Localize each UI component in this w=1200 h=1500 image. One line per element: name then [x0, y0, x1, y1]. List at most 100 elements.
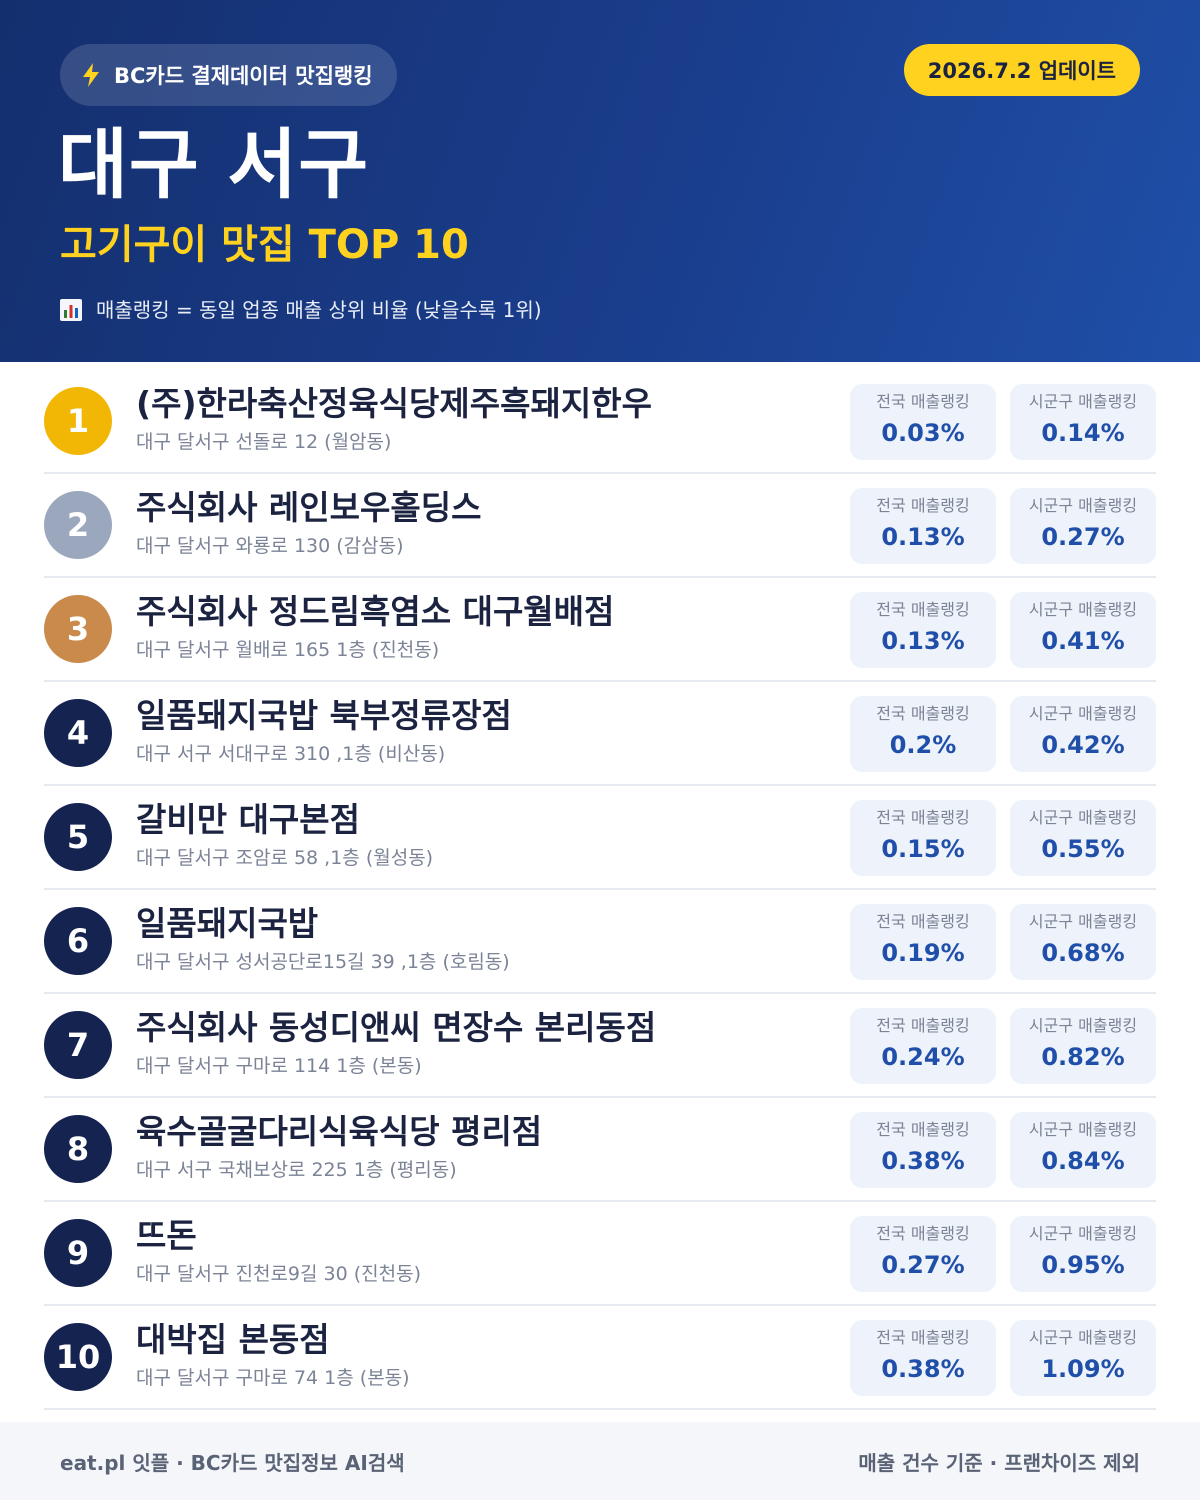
- national-ranking-label: 전국 매출랭킹: [876, 600, 970, 619]
- rank-badge: 10: [44, 1323, 112, 1391]
- restaurant-address: 대구 서구 국채보상로 225 1층 (평리동): [136, 1159, 457, 1181]
- local-ranking-card: 시군구 매출랭킹 0.42%: [1010, 696, 1156, 772]
- rank-badge: 9: [44, 1219, 112, 1287]
- local-ranking-label: 시군구 매출랭킹: [1028, 912, 1138, 931]
- national-ranking-label: 전국 매출랭킹: [876, 496, 970, 515]
- lightning-bolt-icon: [83, 63, 99, 87]
- national-ranking-value: 0.27%: [881, 1251, 965, 1279]
- local-ranking-value: 0.27%: [1041, 523, 1125, 551]
- restaurant-address: 대구 달서구 조암로 58 ,1층 (월성동): [136, 847, 434, 869]
- restaurant-name: 주식회사 정드림흑염소 대구월배점: [136, 592, 615, 631]
- restaurant-address: 대구 달서구 와룡로 130 (감삼동): [136, 535, 404, 557]
- national-ranking-value: 0.24%: [881, 1043, 965, 1071]
- national-ranking-card: 전국 매출랭킹 0.38%: [850, 1320, 996, 1396]
- local-ranking-label: 시군구 매출랭킹: [1028, 1328, 1138, 1347]
- local-ranking-value: 0.42%: [1041, 731, 1125, 759]
- local-ranking-label: 시군구 매출랭킹: [1028, 1016, 1138, 1035]
- local-ranking-card: 시군구 매출랭킹 0.55%: [1010, 800, 1156, 876]
- rank-badge: 1: [44, 387, 112, 455]
- national-ranking-card: 전국 매출랭킹 0.13%: [850, 488, 996, 564]
- national-ranking-value: 0.38%: [881, 1147, 965, 1175]
- restaurant-row[interactable]: 7 주식회사 동성디앤씨 면장수 본리동점 대구 달서구 구마로 114 1층 (본…: [44, 994, 1156, 1098]
- local-ranking-label: 시군구 매출랭킹: [1028, 496, 1138, 515]
- rank-badge: 8: [44, 1115, 112, 1183]
- restaurant-row[interactable]: 2 주식회사 레인보우홀딩스 대구 달서구 와룡로 130 (감삼동) 전국 매출랭킹…: [44, 474, 1156, 578]
- local-ranking-label: 시군구 매출랭킹: [1028, 704, 1138, 723]
- restaurant-row[interactable]: 6 일품돼지국밥 대구 달서구 성서공단로15길 39 ,1층 (호림동) 전국 매출…: [44, 890, 1156, 994]
- rank-badge: 4: [44, 699, 112, 767]
- local-ranking-card: 시군구 매출랭킹 1.09%: [1010, 1320, 1156, 1396]
- national-ranking-card: 전국 매출랭킹 0.13%: [850, 592, 996, 668]
- restaurant-address: 대구 달서구 구마로 74 1층 (본동): [136, 1367, 410, 1389]
- local-ranking-label: 시군구 매출랭킹: [1028, 1224, 1138, 1243]
- national-ranking-label: 전국 매출랭킹: [876, 704, 970, 723]
- national-ranking-card: 전국 매출랭킹 0.27%: [850, 1216, 996, 1292]
- restaurant-name: (주)한라축산정육식당제주흑돼지한우: [136, 384, 652, 423]
- local-ranking-value: 1.09%: [1041, 1355, 1125, 1383]
- local-ranking-value: 0.82%: [1041, 1043, 1125, 1071]
- restaurant-address: 대구 달서구 구마로 114 1층 (본동): [136, 1055, 422, 1077]
- national-ranking-label: 전국 매출랭킹: [876, 1120, 970, 1139]
- restaurant-address: 대구 달서구 성서공단로15길 39 ,1층 (호림동): [136, 951, 510, 973]
- brand-badge: BC카드 결제데이터 맛집랭킹: [60, 44, 397, 106]
- local-ranking-card: 시군구 매출랭킹 0.27%: [1010, 488, 1156, 564]
- restaurant-row[interactable]: 10 대박집 본동점 대구 달서구 구마로 74 1층 (본동) 전국 매출랭킹 0.3…: [44, 1306, 1156, 1410]
- legend-text: 매출랭킹 = 동일 업종 매출 상위 비율 (낮을수록 1위): [96, 298, 542, 322]
- local-ranking-card: 시군구 매출랭킹 0.95%: [1010, 1216, 1156, 1292]
- national-ranking-label: 전국 매출랭킹: [876, 1224, 970, 1243]
- national-ranking-label: 전국 매출랭킹: [876, 1328, 970, 1347]
- restaurant-address: 대구 달서구 선돌로 12 (월암동): [136, 431, 392, 453]
- header-banner: BC카드 결제데이터 맛집랭킹 2026.7.2 업데이트 대구 서구 고기구이…: [0, 0, 1200, 362]
- ranking-legend: 매출랭킹 = 동일 업종 매출 상위 비율 (낮을수록 1위): [60, 294, 542, 326]
- national-ranking-label: 전국 매출랭킹: [876, 808, 970, 827]
- national-ranking-value: 0.38%: [881, 1355, 965, 1383]
- local-ranking-label: 시군구 매출랭킹: [1028, 392, 1138, 411]
- local-ranking-value: 0.84%: [1041, 1147, 1125, 1175]
- footer-note: 매출 건수 기준 · 프랜차이즈 제외: [858, 1450, 1140, 1475]
- restaurant-address: 대구 달서구 진천로9길 30 (진천동): [136, 1263, 422, 1285]
- local-ranking-value: 0.14%: [1041, 419, 1125, 447]
- restaurant-address: 대구 서구 서대구로 310 ,1층 (비산동): [136, 743, 446, 765]
- restaurant-row[interactable]: 3 주식회사 정드림흑염소 대구월배점 대구 달서구 월배로 165 1층 (진천동…: [44, 578, 1156, 682]
- restaurant-name: 주식회사 동성디앤씨 면장수 본리동점: [136, 1008, 657, 1047]
- rank-badge: 3: [44, 595, 112, 663]
- restaurant-row[interactable]: 9 뜨돈 대구 달서구 진천로9길 30 (진천동) 전국 매출랭킹 0.27% 시군구 …: [44, 1202, 1156, 1306]
- national-ranking-value: 0.13%: [881, 523, 965, 551]
- local-ranking-label: 시군구 매출랭킹: [1028, 808, 1138, 827]
- footer-source: eat.pl 잇플 · BC카드 맛집정보 AI검색: [60, 1450, 405, 1475]
- update-date-badge: 2026.7.2 업데이트: [903, 44, 1140, 96]
- restaurant-row[interactable]: 5 갈비만 대구본점 대구 달서구 조암로 58 ,1층 (월성동) 전국 매출랭킹 0…: [44, 786, 1156, 890]
- national-ranking-label: 전국 매출랭킹: [876, 392, 970, 411]
- national-ranking-card: 전국 매출랭킹 0.38%: [850, 1112, 996, 1188]
- restaurant-name: 일품돼지국밥 북부정류장점: [136, 696, 512, 735]
- national-ranking-value: 0.03%: [881, 419, 965, 447]
- local-ranking-value: 0.95%: [1041, 1251, 1125, 1279]
- local-ranking-card: 시군구 매출랭킹 0.84%: [1010, 1112, 1156, 1188]
- local-ranking-card: 시군구 매출랭킹 0.68%: [1010, 904, 1156, 980]
- rank-badge: 6: [44, 907, 112, 975]
- rank-badge: 2: [44, 491, 112, 559]
- page-title: 대구 서구: [58, 120, 370, 209]
- national-ranking-value: 0.13%: [881, 627, 965, 655]
- local-ranking-label: 시군구 매출랭킹: [1028, 1120, 1138, 1139]
- national-ranking-value: 0.19%: [881, 939, 965, 967]
- local-ranking-label: 시군구 매출랭킹: [1028, 600, 1138, 619]
- footer: eat.pl 잇플 · BC카드 맛집정보 AI검색 매출 건수 기준 · 프랜…: [0, 1422, 1200, 1500]
- national-ranking-value: 0.2%: [889, 731, 957, 759]
- national-ranking-card: 전국 매출랭킹 0.2%: [850, 696, 996, 772]
- local-ranking-value: 0.55%: [1041, 835, 1125, 863]
- local-ranking-value: 0.68%: [1041, 939, 1125, 967]
- restaurant-name: 갈비만 대구본점: [136, 800, 361, 839]
- local-ranking-card: 시군구 매출랭킹 0.14%: [1010, 384, 1156, 460]
- national-ranking-card: 전국 매출랭킹 0.19%: [850, 904, 996, 980]
- local-ranking-card: 시군구 매출랭킹 0.41%: [1010, 592, 1156, 668]
- restaurant-name: 육수골굴다리식육식당 평리점: [136, 1112, 543, 1151]
- page-subtitle: 고기구이 맛집 TOP 10: [60, 222, 469, 268]
- local-ranking-card: 시군구 매출랭킹 0.82%: [1010, 1008, 1156, 1084]
- bar-chart-icon: [60, 299, 82, 321]
- national-ranking-label: 전국 매출랭킹: [876, 1016, 970, 1035]
